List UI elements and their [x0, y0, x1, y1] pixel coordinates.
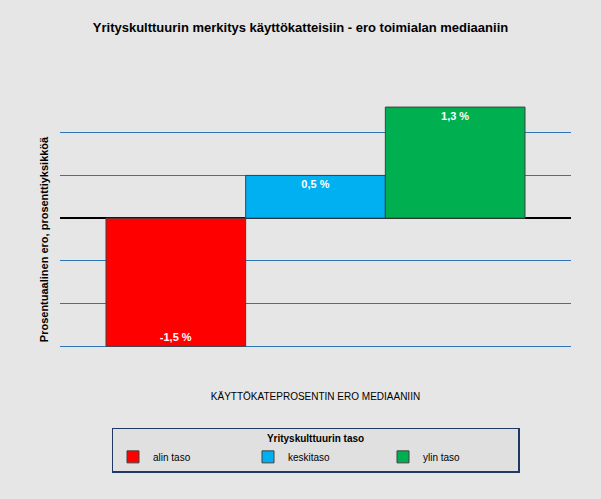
- svg-text:Prosentuaalinen ero, prosentti: Prosentuaalinen ero, prosenttiyksikköä: [38, 136, 50, 342]
- svg-text:0,5 %: 0,5 %: [301, 178, 329, 190]
- svg-text:-1,5 %: -1,5 %: [160, 331, 192, 343]
- svg-text:Yrityskulttuurin taso: Yrityskulttuurin taso: [267, 433, 364, 444]
- svg-text:keskitaso: keskitaso: [288, 452, 330, 463]
- svg-text:1,3 %: 1,3 %: [441, 110, 469, 122]
- svg-text:Yrityskulttuurin merkitys käyt: Yrityskulttuurin merkitys käyttökatteisi…: [93, 20, 508, 35]
- svg-text:KÄYTTÖKATEPROSENTIN ERO MEDIAA: KÄYTTÖKATEPROSENTIN ERO MEDIAANIIN: [211, 391, 420, 402]
- svg-text:alin taso: alin taso: [153, 452, 191, 463]
- svg-text:ylin taso: ylin taso: [423, 452, 460, 463]
